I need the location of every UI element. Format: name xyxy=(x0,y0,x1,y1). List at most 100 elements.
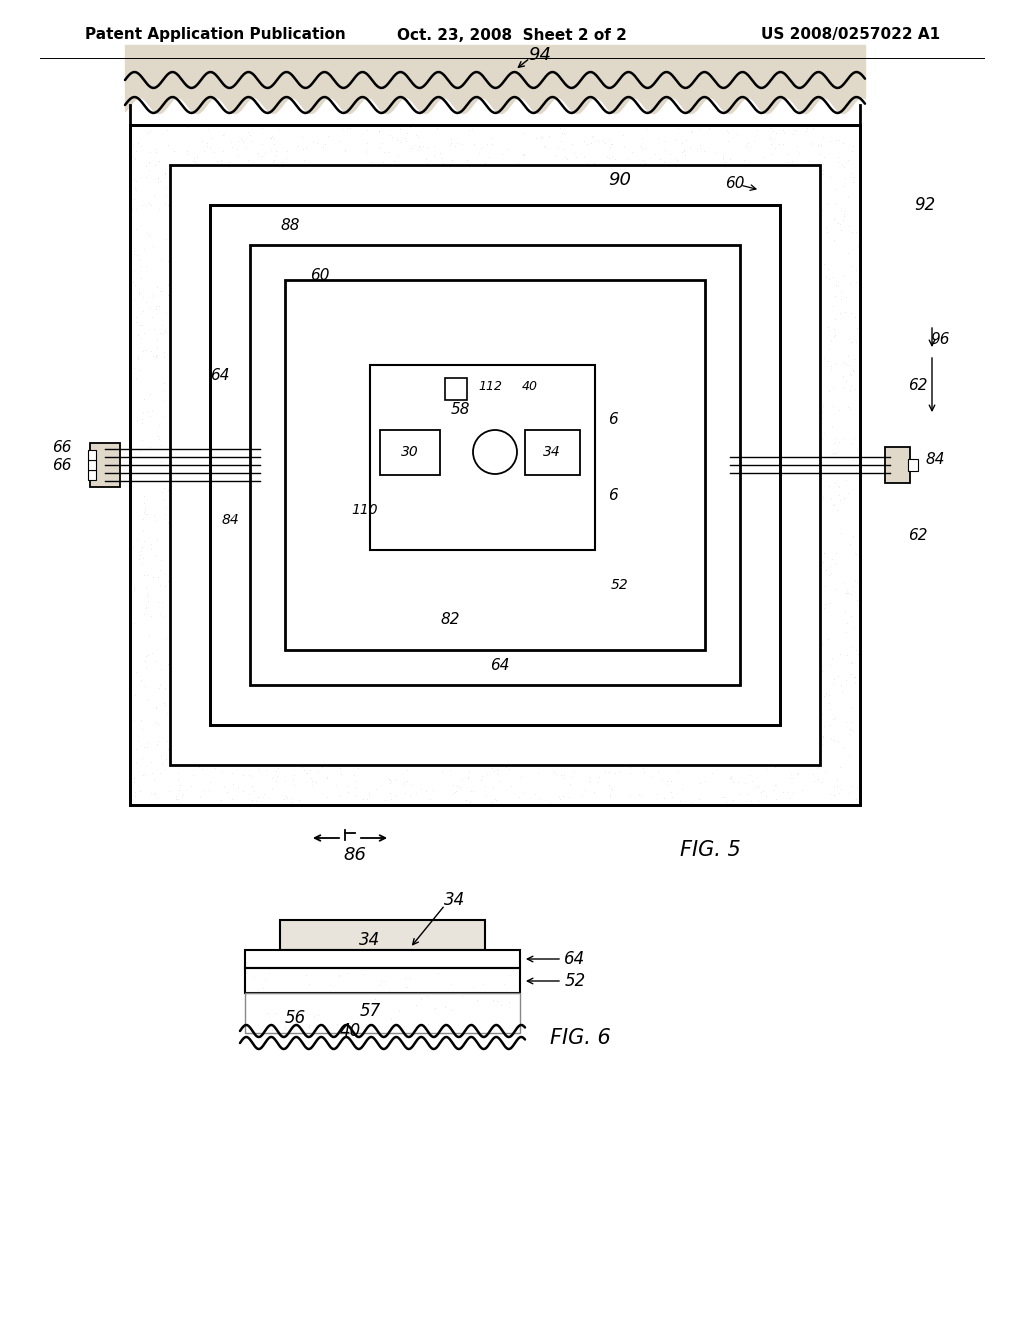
Point xyxy=(578,282,594,304)
Point xyxy=(334,590,350,611)
Point xyxy=(419,368,435,389)
Point xyxy=(497,367,513,388)
Point xyxy=(135,548,152,569)
Point xyxy=(700,409,717,430)
Point xyxy=(684,595,700,616)
Point xyxy=(334,255,350,276)
Point xyxy=(477,478,494,499)
Point xyxy=(245,259,261,280)
Point xyxy=(400,651,417,672)
Point xyxy=(593,244,609,265)
Point xyxy=(316,156,333,177)
Point xyxy=(344,447,360,469)
Point xyxy=(381,627,397,648)
Point xyxy=(317,498,334,519)
Point xyxy=(399,528,416,549)
Point xyxy=(284,603,300,624)
Point xyxy=(224,531,241,552)
Point xyxy=(330,570,346,591)
Point xyxy=(646,462,663,483)
Point xyxy=(244,465,260,486)
Point xyxy=(460,414,476,436)
Point xyxy=(382,772,398,793)
Point xyxy=(725,308,741,329)
Point xyxy=(695,182,712,203)
Point xyxy=(335,279,351,300)
Point xyxy=(446,345,463,366)
Point xyxy=(360,315,377,337)
Point xyxy=(304,451,321,473)
Point xyxy=(433,239,450,260)
Point xyxy=(707,620,723,642)
Point xyxy=(267,528,284,549)
Point xyxy=(531,673,548,694)
Point xyxy=(637,183,653,205)
Point xyxy=(313,321,330,342)
Point xyxy=(244,131,260,152)
Point xyxy=(845,135,861,156)
Point xyxy=(724,305,740,326)
Point xyxy=(580,502,596,523)
Point xyxy=(843,162,859,183)
Point xyxy=(678,129,694,150)
Point xyxy=(651,227,668,248)
Point xyxy=(629,279,645,300)
Point xyxy=(160,135,176,156)
Point xyxy=(679,259,695,280)
Point xyxy=(605,482,622,503)
Point xyxy=(628,597,644,618)
Point xyxy=(818,265,835,286)
Point xyxy=(639,396,655,417)
Point xyxy=(215,251,231,272)
Point xyxy=(648,783,665,804)
Point xyxy=(557,561,573,582)
Point xyxy=(761,748,777,770)
Point xyxy=(681,156,697,177)
Point xyxy=(411,384,427,405)
Point xyxy=(523,323,540,345)
Point xyxy=(333,623,349,644)
Point xyxy=(212,395,228,416)
Point xyxy=(798,585,814,606)
Point xyxy=(459,556,475,577)
Point xyxy=(361,581,378,602)
Point xyxy=(273,454,290,475)
Point xyxy=(707,409,723,430)
Point xyxy=(590,223,606,244)
Point xyxy=(579,659,595,680)
Point xyxy=(299,337,315,358)
Point xyxy=(497,330,513,351)
Point xyxy=(187,420,204,441)
Point xyxy=(247,535,263,556)
Point xyxy=(506,531,522,552)
Point xyxy=(325,545,341,566)
Point xyxy=(219,546,236,568)
Point xyxy=(478,718,495,739)
Point xyxy=(374,374,390,395)
Point xyxy=(674,556,690,577)
Point xyxy=(750,325,766,346)
Point xyxy=(713,218,729,239)
Point xyxy=(626,453,642,474)
Point xyxy=(257,231,273,252)
Point xyxy=(738,506,755,527)
Point xyxy=(745,523,762,544)
Point xyxy=(615,350,632,371)
Point xyxy=(549,577,565,598)
Point xyxy=(351,578,368,599)
Point xyxy=(462,294,478,315)
Point xyxy=(453,354,469,375)
Point xyxy=(684,492,700,513)
Point xyxy=(783,581,800,602)
Point xyxy=(597,219,613,240)
Point xyxy=(827,579,844,601)
Point xyxy=(189,755,206,776)
Point xyxy=(630,719,646,741)
Point xyxy=(309,610,326,631)
Point xyxy=(766,391,782,412)
Point xyxy=(543,442,559,463)
Point xyxy=(687,614,703,635)
Point xyxy=(573,586,590,607)
Point xyxy=(369,367,385,388)
Point xyxy=(209,189,225,210)
